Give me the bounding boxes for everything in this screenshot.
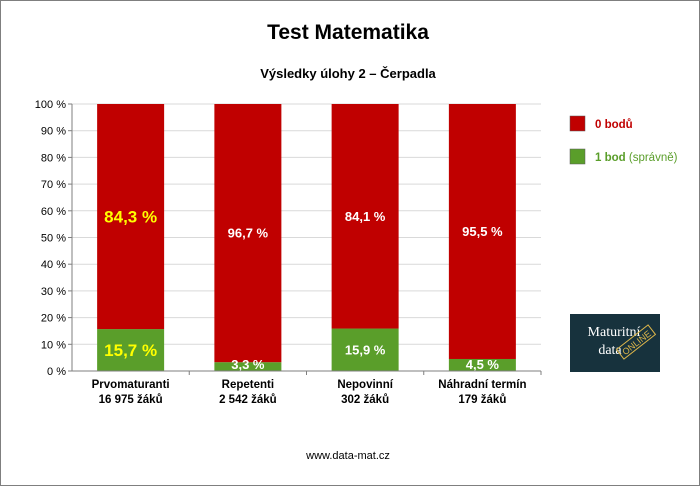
y-tick-label: 70 %	[41, 179, 66, 191]
x-category-label: Prvomaturanti	[92, 379, 170, 391]
legend-label-zero: 0 bodů	[595, 119, 633, 131]
y-tick-label: 90 %	[41, 126, 66, 138]
data-label-zero-points: 84,3 %	[104, 207, 157, 226]
data-label-zero-points: 96,7 %	[228, 226, 269, 241]
legend-swatch-zero	[569, 115, 586, 132]
chart-title: Test Matematika	[267, 21, 429, 44]
x-category-sublabel: 302 žáků	[341, 394, 389, 406]
chart-subtitle: Výsledky úlohy 2 – Čerpadla	[260, 66, 436, 81]
data-label-one-point: 3,3 %	[231, 357, 265, 372]
y-tick-label: 40 %	[41, 259, 66, 271]
legend-label-one-note: (správně)	[629, 152, 678, 164]
logo-text-line2: data	[598, 343, 622, 358]
logo-text-line1: Maturitní	[588, 325, 641, 340]
y-tick-label: 50 %	[41, 233, 66, 245]
bar-segment-one-point	[214, 362, 282, 371]
logo-stamp-border	[615, 324, 657, 360]
legend-swatch-one	[569, 148, 586, 165]
footer-url: www.data-mat.cz	[305, 450, 390, 462]
data-label-one-point: 4,5 %	[466, 357, 500, 372]
x-category-sublabel: 179 žáků	[458, 394, 506, 406]
axes-group: 0 % 10 % 20 % 30 % 40 % 50 % 60 % 70 % 80 % 90 % 1…	[35, 99, 542, 406]
x-category-label: Náhradní termín	[438, 379, 526, 391]
legend: 0 bodů 1 bod (správně)	[569, 115, 678, 165]
bar-segment-one-point	[331, 328, 399, 371]
y-tick-label: 100 %	[35, 99, 66, 111]
bar-segment-zero-points	[448, 104, 516, 359]
data-label-one-point: 15,7 %	[104, 341, 157, 360]
legend-label-one-main: 1 bod	[595, 152, 629, 164]
bar-segment-zero-points	[331, 104, 399, 329]
bar-segment-zero-points	[97, 104, 165, 330]
data-label-zero-points: 84,1 %	[345, 209, 386, 224]
bar-segment-zero-points	[214, 104, 282, 363]
x-category-sublabel: 2 542 žáků	[219, 394, 277, 406]
bar-segment-one-point	[448, 358, 516, 371]
bar-segment-one-point	[97, 329, 165, 371]
x-category-label: Repetenti	[222, 379, 274, 391]
legend-label-one: 1 bod (správně)	[595, 152, 678, 164]
y-tick-label: 30 %	[41, 286, 66, 298]
data-label-zero-points: 95,5 %	[462, 224, 503, 239]
x-category-sublabel: 16 975 žáků	[99, 394, 163, 406]
y-tick-label: 20 %	[41, 313, 66, 325]
y-tick-label: 60 %	[41, 206, 66, 218]
x-category-label: Nepovinní	[337, 379, 393, 391]
y-tick-label: 80 %	[41, 152, 66, 164]
data-label-one-point: 15,9 %	[345, 342, 386, 357]
bars-group: 84,3 % 15,7 % 96,7 % 3,3 % 84,1 % 15,9 % 95,5 …	[97, 104, 516, 372]
y-tick-label: 10 %	[41, 339, 66, 351]
y-tick-label: 0 %	[47, 366, 66, 378]
